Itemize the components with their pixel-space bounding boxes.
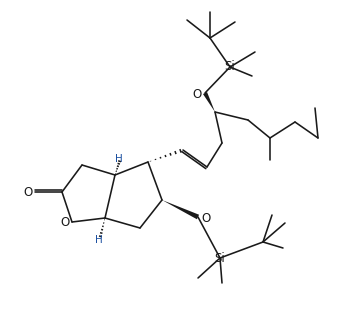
Text: H: H — [115, 154, 123, 164]
Text: O: O — [192, 87, 202, 100]
Text: Si: Si — [215, 252, 225, 265]
Text: O: O — [201, 211, 211, 225]
Text: Si: Si — [225, 60, 235, 73]
Text: O: O — [23, 185, 32, 198]
Text: O: O — [60, 217, 70, 230]
Text: H: H — [95, 235, 103, 245]
Polygon shape — [162, 200, 199, 219]
Polygon shape — [203, 92, 215, 112]
